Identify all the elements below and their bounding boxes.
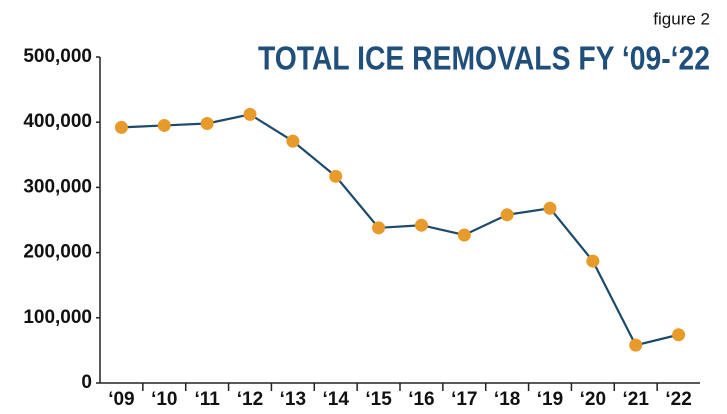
y-tick-label: 200,000 <box>23 242 92 263</box>
marker <box>543 201 557 215</box>
x-tick-label: ‘13 <box>280 389 306 410</box>
marker <box>286 134 300 148</box>
y-tick-label: 400,000 <box>23 111 92 132</box>
x-tick-label: ‘15 <box>365 389 392 410</box>
x-tick-label: ‘17 <box>451 389 477 410</box>
x-tick-label: ‘21 <box>623 389 650 410</box>
y-tick-label: 500,000 <box>23 46 92 67</box>
marker <box>629 338 643 352</box>
y-tick-label: 100,000 <box>23 307 92 328</box>
x-tick-label: ‘14 <box>323 389 350 410</box>
x-tick-label: ‘16 <box>408 389 434 410</box>
marker <box>157 118 171 132</box>
line <box>121 113 679 347</box>
marker <box>500 208 514 222</box>
x-tick-label: ‘19 <box>537 389 563 410</box>
chart-title: TOTAL ICE REMOVALS FY ‘09-‘22 <box>258 40 710 77</box>
marker <box>329 169 343 183</box>
marker <box>114 120 128 134</box>
x-tick-label: ‘18 <box>494 389 520 410</box>
x-tick-label: ‘20 <box>580 389 606 410</box>
x-tick-label: ‘12 <box>237 389 263 410</box>
marker <box>200 117 214 131</box>
x-tick-label: ‘10 <box>151 389 177 410</box>
marker <box>372 221 386 235</box>
x-tick-label: ‘09 <box>108 389 134 410</box>
marker <box>672 328 686 342</box>
marker <box>243 107 257 121</box>
y-tick-label: 300,000 <box>23 176 92 197</box>
marker <box>457 228 471 242</box>
marker <box>414 218 428 232</box>
y-tick-label: 0 <box>81 372 92 393</box>
marker <box>586 254 600 268</box>
chart-subtitle: figure 2 <box>653 9 710 28</box>
x-tick-label: ‘22 <box>665 389 691 410</box>
x-tick-label: ‘11 <box>194 389 220 410</box>
